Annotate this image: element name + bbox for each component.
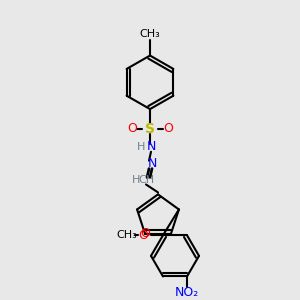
Text: O: O — [127, 122, 137, 135]
Text: O: O — [138, 229, 148, 242]
Text: O: O — [163, 122, 173, 135]
Text: N: N — [147, 157, 157, 170]
Text: CH: CH — [138, 176, 154, 185]
Text: H: H — [132, 176, 140, 185]
Text: CH₃: CH₃ — [117, 230, 137, 240]
Text: NO₂: NO₂ — [175, 286, 199, 299]
Text: H: H — [137, 142, 145, 152]
Text: N: N — [146, 140, 156, 153]
Text: O: O — [140, 227, 150, 240]
Text: S: S — [145, 122, 155, 136]
Text: CH₃: CH₃ — [140, 29, 160, 39]
